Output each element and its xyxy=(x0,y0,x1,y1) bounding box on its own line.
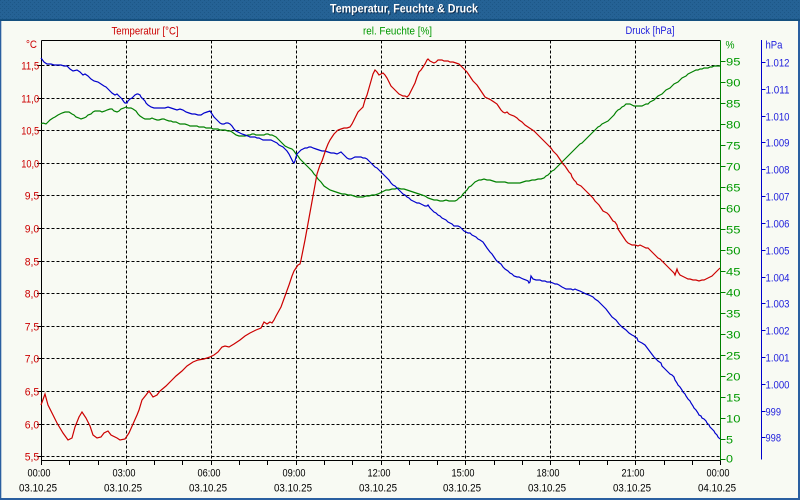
svg-text:hPa: hPa xyxy=(766,40,784,52)
svg-text:9,0: 9,0 xyxy=(25,224,40,236)
svg-text:0: 0 xyxy=(726,454,733,466)
svg-text:5: 5 xyxy=(726,435,733,447)
svg-text:45: 45 xyxy=(726,267,741,279)
svg-text:1.008: 1.008 xyxy=(766,165,790,177)
svg-text:03.10.25: 03.10.25 xyxy=(19,483,57,495)
svg-text:°C: °C xyxy=(26,39,37,51)
svg-text:7,5: 7,5 xyxy=(25,322,40,334)
svg-text:03.10.25: 03.10.25 xyxy=(189,483,227,495)
svg-text:80: 80 xyxy=(726,120,741,132)
svg-text:00:00: 00:00 xyxy=(28,468,51,480)
svg-text:1.000: 1.000 xyxy=(766,380,790,392)
svg-text:1.007: 1.007 xyxy=(766,192,790,204)
svg-text:20: 20 xyxy=(726,372,741,384)
svg-text:10: 10 xyxy=(726,414,741,426)
svg-text:1.011: 1.011 xyxy=(766,85,790,97)
svg-text:1.010: 1.010 xyxy=(766,112,790,124)
svg-text:6,5: 6,5 xyxy=(25,387,40,399)
svg-text:1.001: 1.001 xyxy=(766,353,790,365)
svg-text:998: 998 xyxy=(766,433,782,445)
svg-text:00:00: 00:00 xyxy=(707,468,730,480)
svg-text:5,5: 5,5 xyxy=(25,452,40,464)
svg-text:8,0: 8,0 xyxy=(25,289,40,301)
svg-text:03.10.25: 03.10.25 xyxy=(104,483,142,495)
svg-text:18:00: 18:00 xyxy=(537,468,560,480)
svg-text:90: 90 xyxy=(726,78,741,90)
svg-text:1.004: 1.004 xyxy=(766,273,790,285)
svg-text:999: 999 xyxy=(766,407,782,419)
svg-text:7,0: 7,0 xyxy=(25,354,40,366)
svg-text:03.10.25: 03.10.25 xyxy=(613,483,651,495)
svg-text:50: 50 xyxy=(726,246,741,258)
svg-text:%: % xyxy=(726,40,735,52)
svg-text:1.009: 1.009 xyxy=(766,138,790,150)
svg-text:1.003: 1.003 xyxy=(766,299,790,311)
svg-text:1.012: 1.012 xyxy=(766,58,790,70)
svg-text:03.10.25: 03.10.25 xyxy=(274,483,312,495)
svg-text:75: 75 xyxy=(726,141,741,153)
svg-text:70: 70 xyxy=(726,162,741,174)
svg-text:65: 65 xyxy=(726,183,741,195)
svg-text:Temperatur, Feuchte & Druck: Temperatur, Feuchte & Druck xyxy=(331,3,479,17)
svg-text:35: 35 xyxy=(726,309,741,321)
svg-text:60: 60 xyxy=(726,204,741,216)
svg-text:10,5: 10,5 xyxy=(21,126,39,138)
svg-text:1.005: 1.005 xyxy=(766,246,790,258)
svg-text:15: 15 xyxy=(726,393,741,405)
svg-text:1.006: 1.006 xyxy=(766,219,790,231)
svg-text:40: 40 xyxy=(726,288,741,300)
svg-text:30: 30 xyxy=(726,330,741,342)
svg-text:09:00: 09:00 xyxy=(283,468,306,480)
svg-text:Druck [hPa]: Druck [hPa] xyxy=(626,25,675,37)
svg-text:85: 85 xyxy=(726,99,741,111)
svg-text:Temperatur, Feuchte & Druck: Temperatur, Feuchte & Druck xyxy=(330,2,478,16)
svg-text:rel. Feuchte [%]: rel. Feuchte [%] xyxy=(363,26,432,38)
svg-text:15:00: 15:00 xyxy=(452,468,475,480)
svg-text:12:00: 12:00 xyxy=(368,468,391,480)
svg-text:03.10.25: 03.10.25 xyxy=(528,483,566,495)
svg-text:9,5: 9,5 xyxy=(25,191,40,203)
svg-text:1.002: 1.002 xyxy=(766,326,790,338)
svg-text:8,5: 8,5 xyxy=(25,257,40,269)
svg-text:25: 25 xyxy=(726,351,741,363)
svg-text:03:00: 03:00 xyxy=(113,468,136,480)
svg-text:11,0: 11,0 xyxy=(21,94,39,106)
svg-text:03.10.25: 03.10.25 xyxy=(443,483,481,495)
svg-text:95: 95 xyxy=(726,57,741,69)
svg-text:55: 55 xyxy=(726,225,741,237)
svg-text:Temperatur [°C]: Temperatur [°C] xyxy=(112,26,179,38)
svg-text:11,5: 11,5 xyxy=(21,61,39,73)
svg-text:03.10.25: 03.10.25 xyxy=(359,483,397,495)
svg-text:04.10.25: 04.10.25 xyxy=(698,483,736,495)
svg-text:06:00: 06:00 xyxy=(198,468,221,480)
svg-text:21:00: 21:00 xyxy=(622,468,645,480)
svg-text:10,0: 10,0 xyxy=(21,159,39,171)
svg-text:6,0: 6,0 xyxy=(25,420,40,432)
